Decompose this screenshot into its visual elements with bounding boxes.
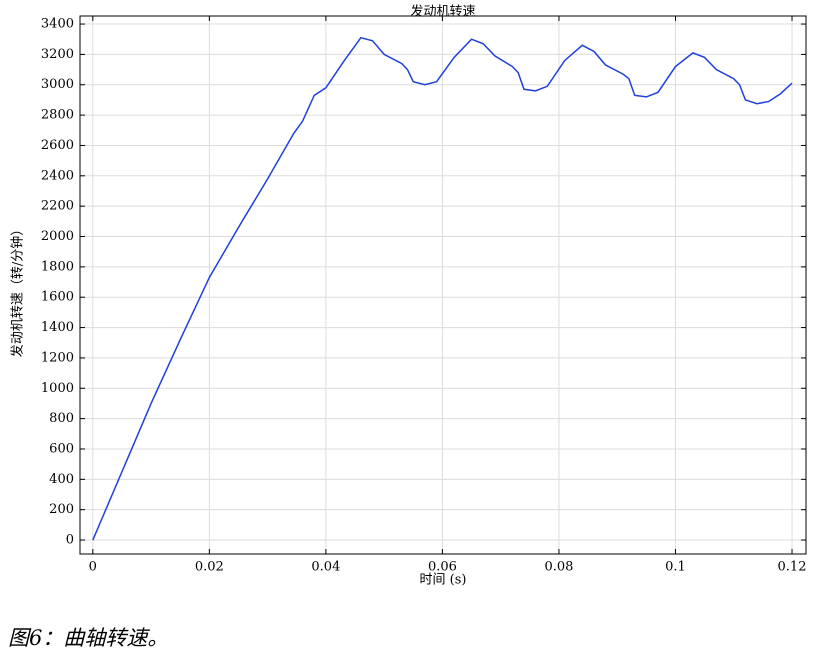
y-tick-label: 800 bbox=[49, 411, 74, 426]
y-tick-label: 2400 bbox=[41, 168, 74, 183]
plot-frame bbox=[79, 15, 807, 555]
y-tick-label: 1800 bbox=[41, 259, 74, 274]
x-axis-label: 时间 (s) bbox=[420, 573, 467, 588]
y-tick-label: 1600 bbox=[41, 290, 74, 305]
x-tick-label: 0.1 bbox=[665, 560, 686, 575]
x-tick-label: 0.02 bbox=[195, 560, 224, 575]
data-line bbox=[92, 36, 793, 541]
y-axis-label: 发动机转速（转/分钟） bbox=[10, 223, 26, 357]
y-tick-label: 3000 bbox=[41, 77, 74, 92]
y-tick-label: 1400 bbox=[41, 320, 74, 335]
y-tick-label: 1200 bbox=[41, 350, 74, 365]
y-tick-label: 1000 bbox=[41, 381, 74, 396]
x-tick-label: 0 bbox=[89, 560, 97, 575]
x-tick-label: 0.06 bbox=[428, 560, 457, 575]
chart: 发动机转速 时间 (s) 发动机转速（转/分钟） 0 200 400 600 800 10… bbox=[10, 4, 807, 588]
y-tick-label: 2600 bbox=[41, 138, 74, 153]
y-tick-label: 3200 bbox=[41, 47, 74, 62]
y-tick-label: 600 bbox=[49, 441, 74, 456]
x-tick-label: 0.12 bbox=[778, 560, 807, 575]
y-tick-label: 0 bbox=[66, 533, 74, 548]
y-tick-label: 400 bbox=[49, 472, 74, 487]
chart-title: 发动机转速 bbox=[410, 4, 475, 20]
x-tick-label: 0.04 bbox=[311, 560, 340, 575]
y-tick-label: 200 bbox=[49, 502, 74, 517]
y-tick-label: 2200 bbox=[41, 199, 74, 214]
y-tick-label: 2000 bbox=[41, 229, 74, 244]
figure-caption: 图6：曲轴转速。 bbox=[8, 626, 169, 650]
x-tick-label: 0.08 bbox=[544, 560, 573, 575]
y-tick-label: 3400 bbox=[41, 17, 74, 32]
y-tick-label: 2800 bbox=[41, 108, 74, 123]
